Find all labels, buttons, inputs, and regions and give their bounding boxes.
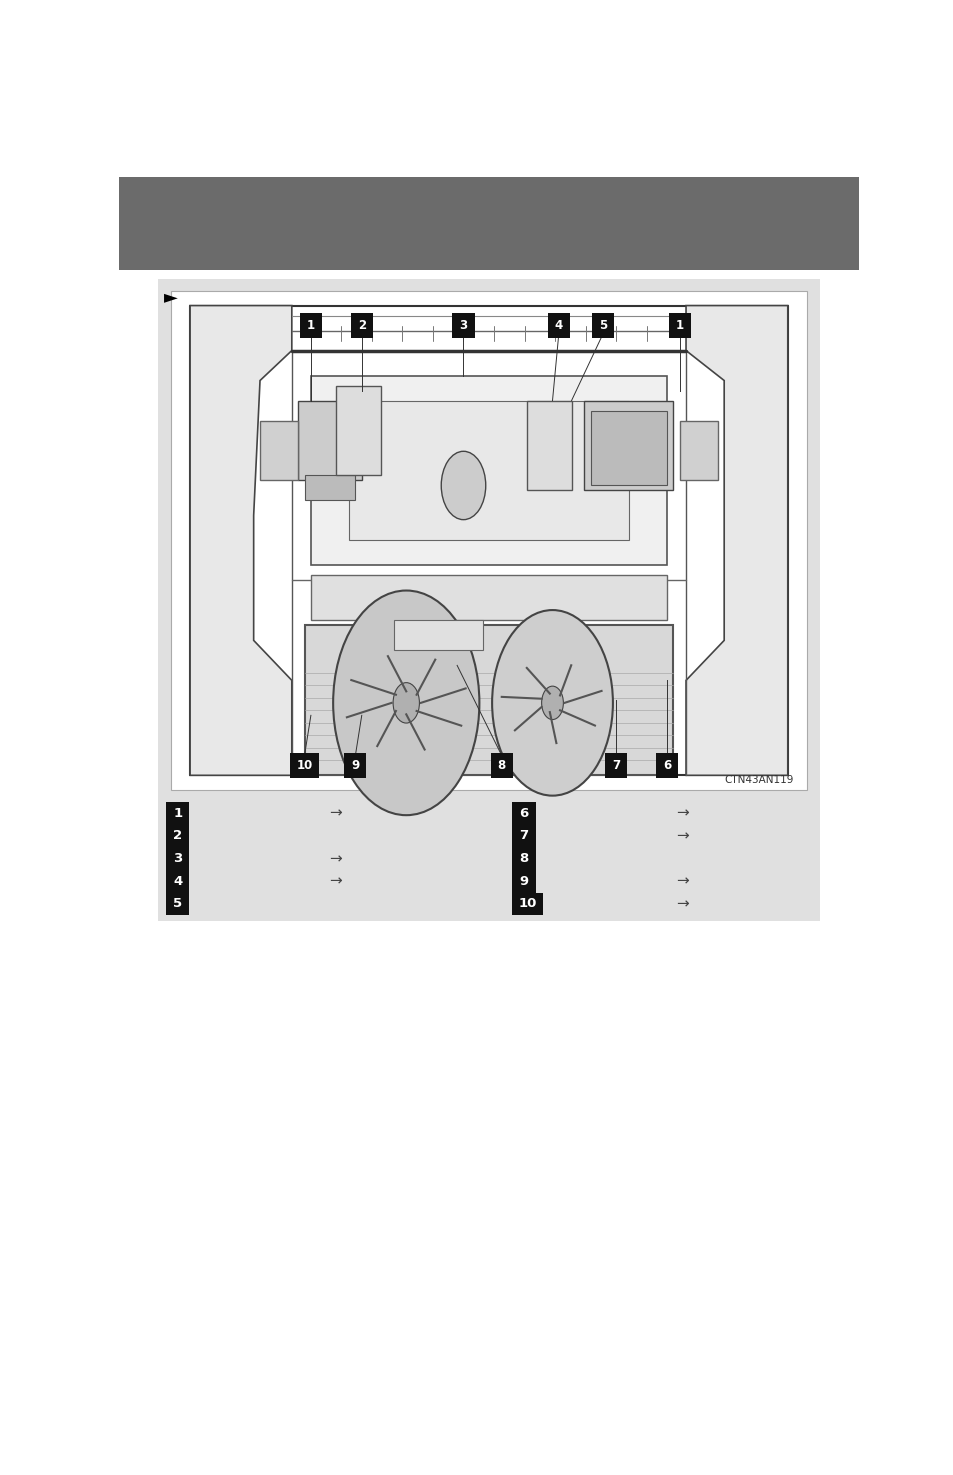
Text: 10: 10	[517, 897, 536, 910]
Bar	[304, 475, 355, 500]
Text: 8: 8	[518, 853, 528, 864]
Text: 2: 2	[172, 829, 182, 842]
Polygon shape	[685, 305, 787, 776]
FancyBboxPatch shape	[299, 313, 322, 338]
Bar	[311, 376, 666, 565]
FancyBboxPatch shape	[351, 313, 373, 338]
Bar	[526, 401, 571, 491]
Bar	[590, 410, 666, 485]
FancyBboxPatch shape	[290, 752, 318, 777]
Bar	[304, 625, 673, 776]
Bar	[679, 420, 717, 481]
FancyBboxPatch shape	[166, 892, 190, 914]
FancyBboxPatch shape	[512, 892, 542, 914]
FancyBboxPatch shape	[490, 752, 512, 777]
FancyBboxPatch shape	[512, 801, 535, 825]
Text: 8: 8	[497, 758, 505, 771]
Circle shape	[333, 590, 479, 816]
FancyBboxPatch shape	[512, 870, 535, 892]
Bar	[349, 401, 628, 540]
Text: →: →	[329, 873, 341, 888]
Bar	[298, 401, 361, 481]
Text: →: →	[676, 897, 688, 912]
Text: 2: 2	[357, 319, 365, 332]
FancyBboxPatch shape	[668, 313, 690, 338]
Text: 9: 9	[518, 875, 528, 888]
Text: 4: 4	[554, 319, 562, 332]
FancyBboxPatch shape	[512, 825, 535, 847]
Text: 9: 9	[351, 758, 359, 771]
FancyBboxPatch shape	[344, 752, 366, 777]
FancyBboxPatch shape	[166, 870, 190, 892]
Text: →: →	[329, 805, 341, 820]
FancyBboxPatch shape	[512, 847, 535, 870]
Text: CTN43AN119: CTN43AN119	[724, 776, 793, 785]
FancyBboxPatch shape	[604, 752, 626, 777]
Text: 3: 3	[459, 319, 467, 332]
Text: 4: 4	[172, 875, 182, 888]
Circle shape	[492, 611, 612, 795]
Text: 3: 3	[172, 853, 182, 864]
Bar	[157, 279, 820, 920]
Text: 7: 7	[612, 758, 619, 771]
FancyBboxPatch shape	[452, 313, 474, 338]
Polygon shape	[190, 305, 292, 776]
Text: 6: 6	[518, 807, 528, 820]
FancyBboxPatch shape	[655, 752, 678, 777]
Text: 1: 1	[675, 319, 683, 332]
Text: 1: 1	[172, 807, 182, 820]
FancyBboxPatch shape	[592, 313, 614, 338]
Text: 5: 5	[172, 897, 182, 910]
Circle shape	[441, 451, 485, 519]
Text: 10: 10	[296, 758, 313, 771]
Text: →: →	[676, 873, 688, 888]
Circle shape	[541, 686, 563, 720]
Text: →: →	[329, 851, 341, 866]
FancyBboxPatch shape	[166, 847, 190, 870]
FancyBboxPatch shape	[166, 801, 190, 825]
Circle shape	[536, 406, 568, 454]
Bar	[119, 177, 858, 270]
Text: ►: ►	[164, 288, 177, 307]
Text: 5: 5	[598, 319, 607, 332]
Bar	[311, 575, 666, 621]
FancyBboxPatch shape	[547, 313, 569, 338]
Bar	[336, 385, 380, 475]
Bar	[171, 291, 806, 791]
Text: 6: 6	[662, 758, 670, 771]
Text: 1: 1	[307, 319, 314, 332]
Text: →: →	[676, 829, 688, 844]
FancyBboxPatch shape	[166, 825, 190, 847]
Bar	[583, 401, 673, 491]
Text: →: →	[676, 805, 688, 820]
Bar	[394, 621, 482, 650]
Circle shape	[393, 683, 419, 723]
Bar	[260, 420, 298, 481]
Text: 7: 7	[518, 829, 528, 842]
